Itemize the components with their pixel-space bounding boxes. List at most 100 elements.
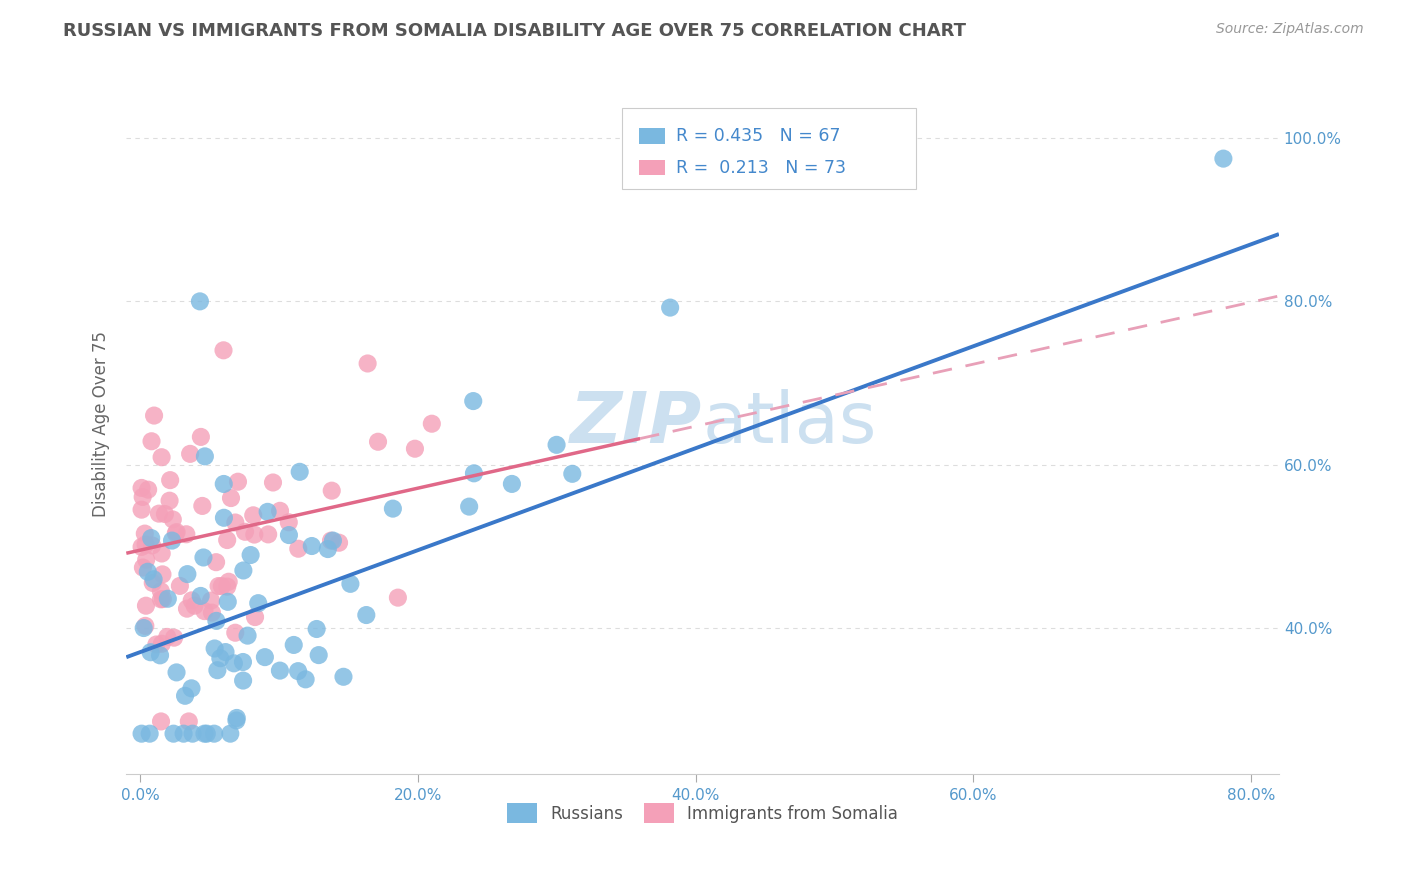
Point [308, 648, 330, 662]
Point [269, 664, 291, 678]
Point [136, 565, 159, 579]
Point [134, 619, 156, 633]
Text: R =  0.213   N = 73: R = 0.213 N = 73 [676, 159, 846, 177]
Point [143, 409, 166, 423]
Point [149, 648, 172, 663]
Point [193, 604, 215, 618]
Point [141, 434, 163, 449]
Point [233, 524, 256, 539]
Point [148, 507, 170, 521]
Point [305, 622, 328, 636]
Point [153, 507, 176, 521]
Point [142, 572, 165, 586]
Point [159, 473, 181, 487]
Point [132, 560, 155, 574]
Point [283, 638, 305, 652]
Point [463, 467, 485, 481]
Point [219, 491, 242, 505]
Point [194, 450, 217, 464]
Point [420, 417, 443, 431]
Point [262, 475, 284, 490]
Point [202, 727, 225, 741]
Point [294, 673, 316, 687]
Point [177, 714, 200, 729]
Point [166, 525, 188, 540]
Point [217, 595, 239, 609]
Point [173, 727, 195, 741]
Text: R = 0.435   N = 67: R = 0.435 N = 67 [676, 128, 841, 145]
Point [150, 546, 173, 560]
Point [332, 670, 354, 684]
Point [211, 579, 233, 593]
Point [190, 589, 212, 603]
Point [142, 576, 165, 591]
Point [214, 645, 236, 659]
Point [141, 538, 163, 552]
Point [156, 591, 179, 606]
Point [546, 438, 568, 452]
Point [152, 592, 174, 607]
Point [319, 533, 342, 548]
Point [232, 673, 254, 688]
Point [561, 467, 583, 481]
FancyBboxPatch shape [621, 108, 915, 189]
Point [195, 727, 218, 741]
Point [256, 505, 278, 519]
Point [159, 493, 181, 508]
Point [205, 555, 228, 569]
Point [150, 714, 173, 729]
Point [205, 614, 228, 628]
Point [404, 442, 426, 456]
Point [193, 550, 215, 565]
Point [212, 510, 235, 524]
Point [145, 638, 167, 652]
Point [218, 574, 240, 589]
Point [659, 301, 682, 315]
Point [387, 591, 409, 605]
Text: ZIP: ZIP [571, 389, 703, 458]
Point [131, 727, 153, 741]
Point [257, 527, 280, 541]
Point [131, 502, 153, 516]
Point [149, 592, 172, 607]
Point [162, 727, 184, 741]
Point [224, 625, 246, 640]
Point [219, 727, 242, 741]
Point [225, 711, 247, 725]
Point [226, 475, 249, 489]
Point [135, 537, 157, 551]
Point [463, 394, 485, 409]
Point [207, 579, 229, 593]
Point [162, 512, 184, 526]
Point [381, 501, 404, 516]
Point [217, 533, 239, 547]
Point [243, 610, 266, 624]
Point [232, 655, 254, 669]
Point [253, 650, 276, 665]
Point [278, 528, 301, 542]
Point [356, 608, 378, 623]
Point [193, 727, 215, 741]
Point [152, 567, 174, 582]
Point [287, 541, 309, 556]
Point [131, 540, 153, 554]
Point [222, 657, 245, 671]
Legend: Russians, Immigrants from Somalia: Russians, Immigrants from Somalia [501, 797, 904, 830]
Point [212, 343, 235, 358]
Point [200, 593, 222, 607]
Point [180, 681, 202, 696]
Point [165, 526, 187, 541]
Point [176, 567, 198, 582]
Point [131, 490, 153, 504]
Point [224, 516, 246, 530]
Point [135, 599, 157, 613]
Point [287, 664, 309, 678]
Bar [640, 128, 665, 144]
Point [160, 533, 183, 548]
Point [183, 599, 205, 613]
Point [209, 651, 232, 665]
Point [501, 477, 523, 491]
Text: RUSSIAN VS IMMIGRANTS FROM SOMALIA DISABILITY AGE OVER 75 CORRELATION CHART: RUSSIAN VS IMMIGRANTS FROM SOMALIA DISAB… [63, 22, 966, 40]
Point [163, 631, 186, 645]
Point [1212, 152, 1234, 166]
